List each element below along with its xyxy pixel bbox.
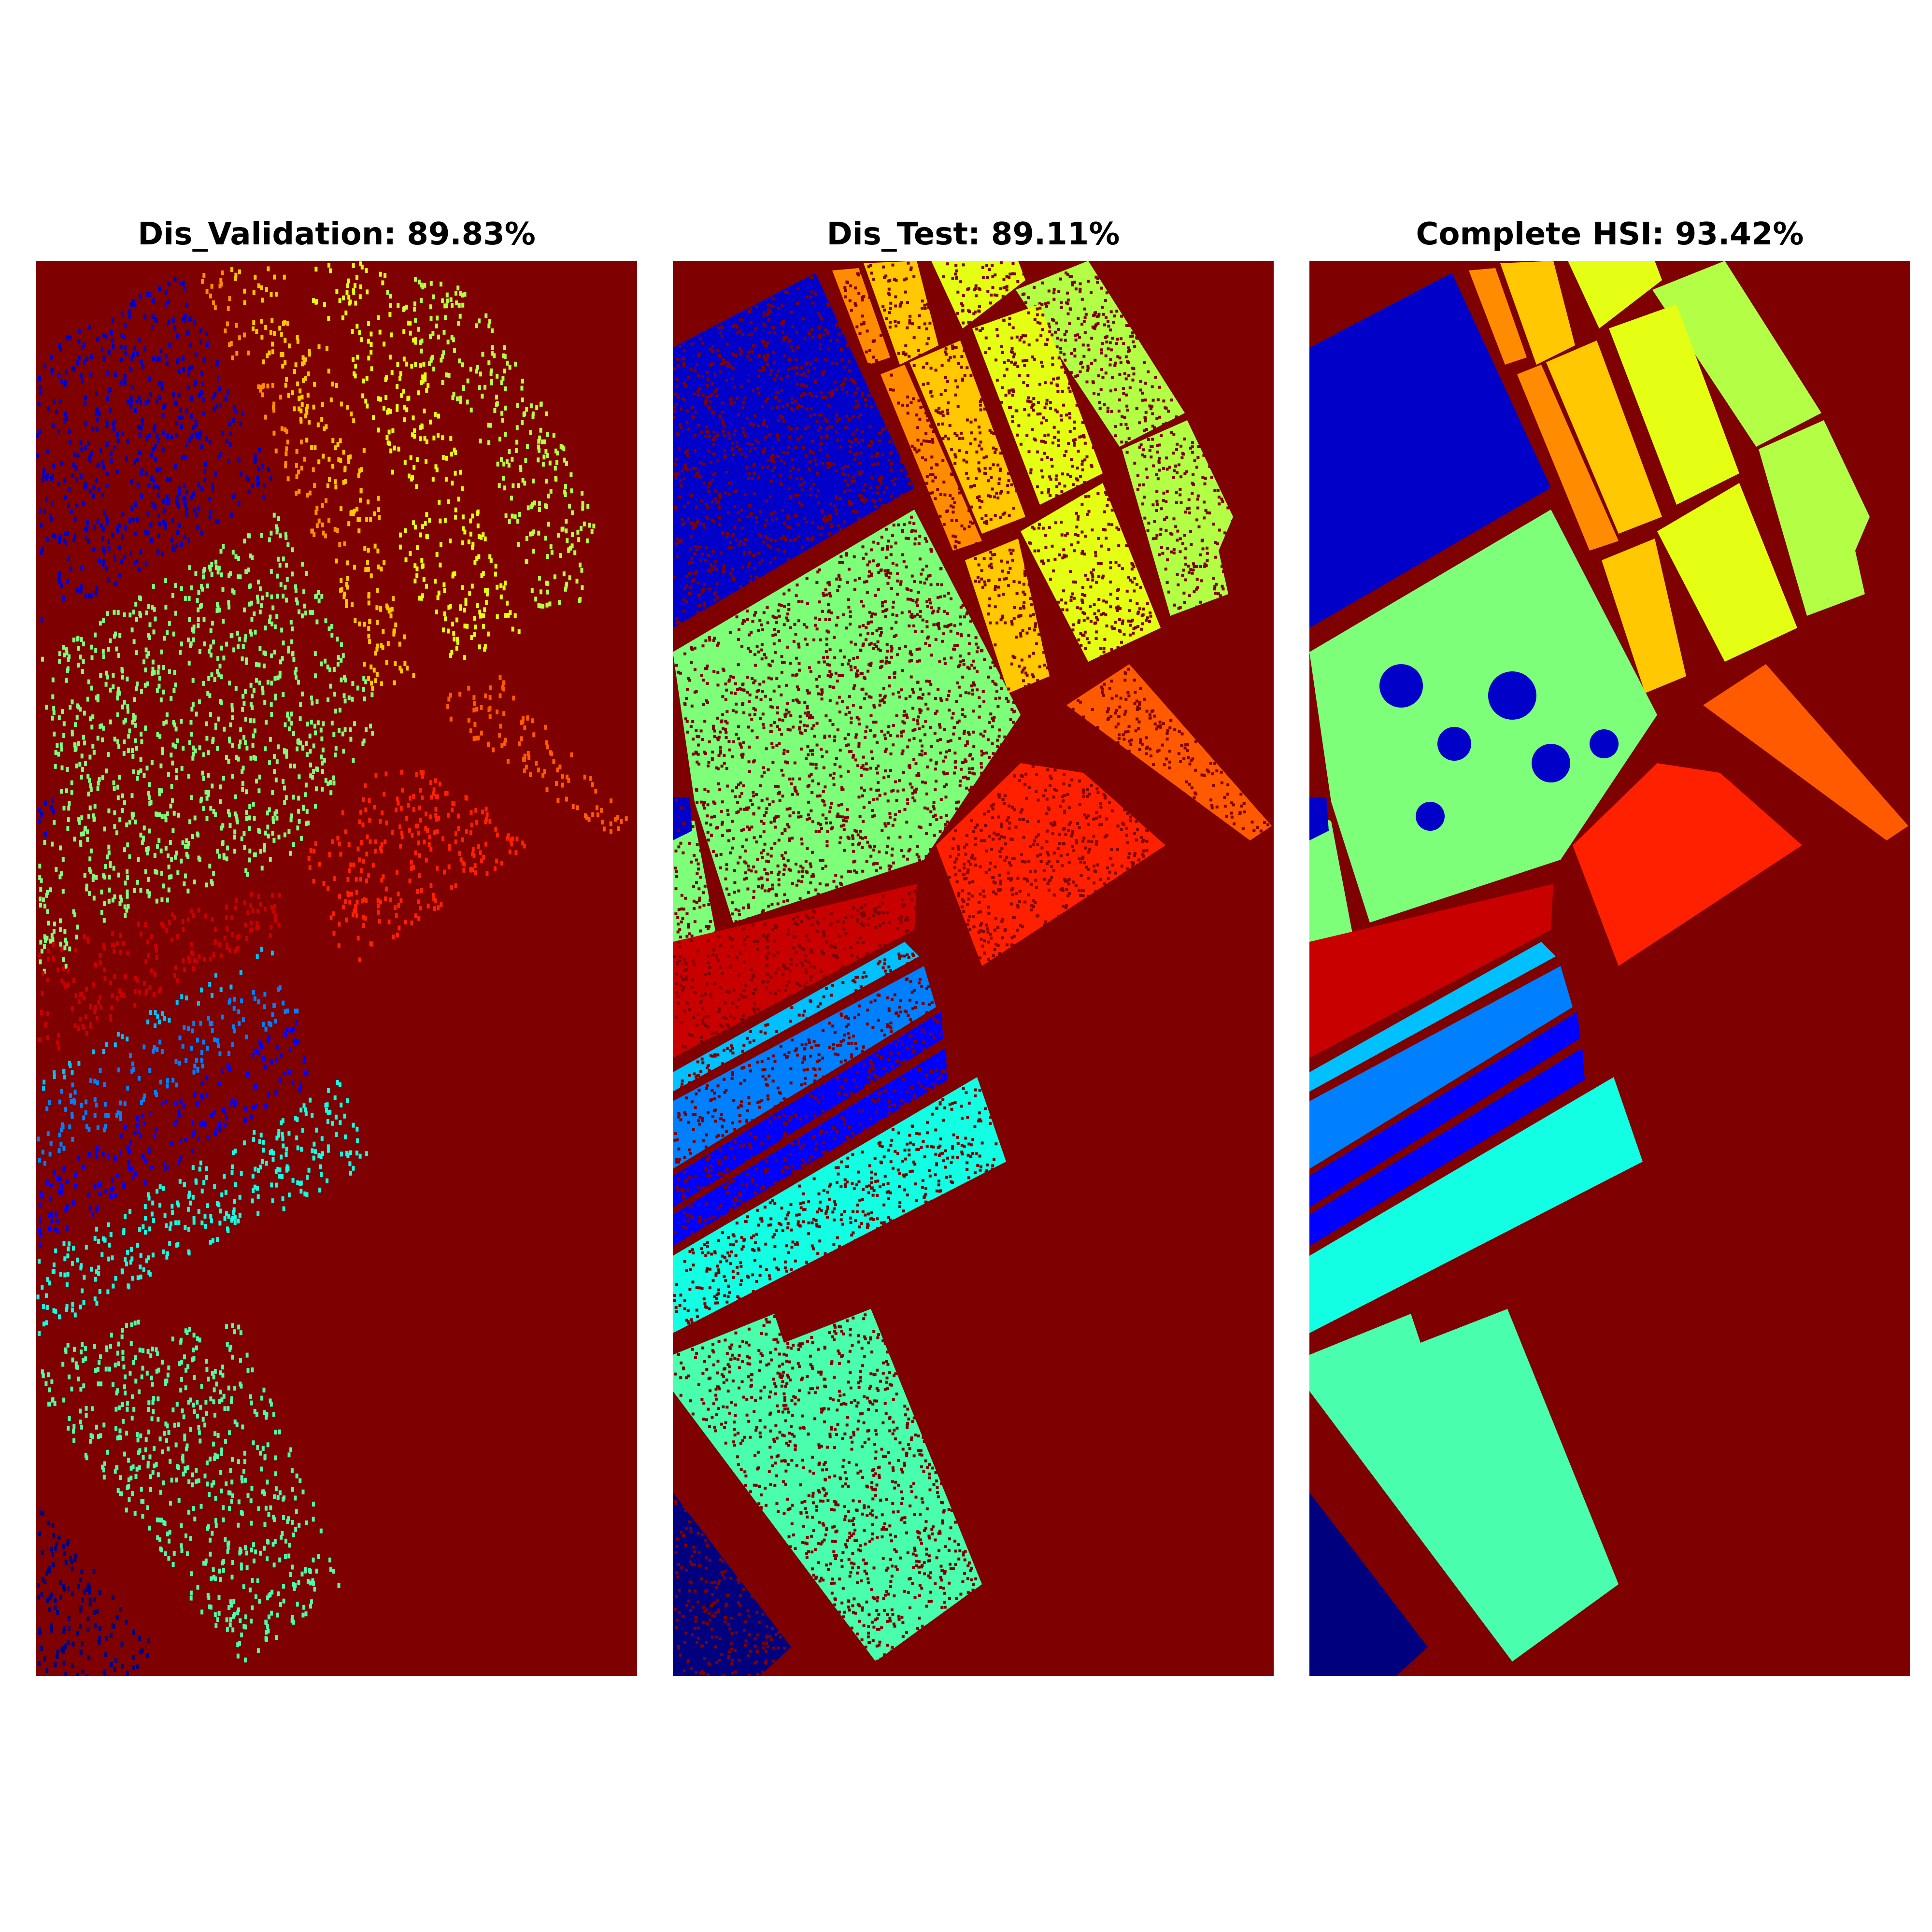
class-region-8 xyxy=(1517,365,1619,551)
class-region-16 xyxy=(673,884,917,1058)
panel-test: Dis_Test: 89.11% xyxy=(673,208,1274,1676)
sample-points-0 xyxy=(36,277,272,623)
sample-points-22 xyxy=(41,1320,341,1662)
class-region-9 xyxy=(909,341,1025,534)
class-region-2 xyxy=(673,811,721,971)
class-region-18 xyxy=(1309,966,1573,1169)
misclassified-blob-5 xyxy=(1590,729,1619,758)
speckle-noise-15 xyxy=(948,765,1149,964)
sample-points-23 xyxy=(37,1510,150,1676)
class-region-19 xyxy=(1309,1012,1580,1208)
speckle-noise-0 xyxy=(673,276,916,625)
class-region-19 xyxy=(673,1012,943,1208)
speckle-noise-1 xyxy=(675,515,1016,923)
class-region-23 xyxy=(1309,1492,1428,1676)
class-region-21 xyxy=(1309,1077,1643,1333)
speckle-noise-18 xyxy=(673,977,934,1164)
speckle-noise-12 xyxy=(974,548,1049,692)
class-region-5 xyxy=(1500,261,1575,365)
class-region-10 xyxy=(1609,304,1739,505)
misclassified-blob-3 xyxy=(1532,744,1570,782)
sample-points-1 xyxy=(41,512,374,923)
sample-points-8 xyxy=(257,383,346,547)
sample-points-15 xyxy=(307,769,526,963)
sample-points-13 xyxy=(398,486,521,660)
misclassified-blob-4 xyxy=(1416,802,1445,831)
speckle-noise-11 xyxy=(1125,431,1234,610)
class-region-13 xyxy=(1657,483,1797,662)
class-region-14 xyxy=(1703,664,1908,840)
class-region-16 xyxy=(1309,884,1553,1058)
class-region-7 xyxy=(1652,261,1821,447)
class-region-18 xyxy=(673,966,936,1169)
panel-validation: Dis_Validation: 89.83% xyxy=(36,208,637,1676)
sample-points-11 xyxy=(496,427,596,609)
class-region-20 xyxy=(673,1048,948,1246)
speckle-noise-4 xyxy=(843,271,882,366)
class-region-1 xyxy=(1309,510,1657,923)
sample-points-3 xyxy=(38,797,55,837)
class-region-11 xyxy=(1759,420,1870,616)
class-region-4 xyxy=(1469,268,1527,365)
speckle-noise-22 xyxy=(674,1313,978,1663)
class-region-0 xyxy=(673,273,914,628)
class-region-12 xyxy=(965,539,1050,693)
sample-points-5 xyxy=(230,266,299,365)
sample-points-18 xyxy=(37,985,299,1166)
class-region-9 xyxy=(1546,341,1662,534)
misclassified-blob-1 xyxy=(1437,727,1471,761)
class-region-17 xyxy=(1309,942,1556,1092)
class-region-2 xyxy=(1309,811,1358,971)
class-region-6 xyxy=(931,261,1025,328)
class-region-3 xyxy=(1309,797,1329,840)
speckle-noise-6 xyxy=(942,261,1025,325)
class-region-22 xyxy=(673,1309,982,1662)
sample-points-17 xyxy=(42,947,274,1091)
classification-map-test xyxy=(673,261,1274,1676)
speckle-noise-7 xyxy=(1021,271,1178,444)
class-region-23 xyxy=(673,1492,791,1676)
class-region-20 xyxy=(1309,1048,1585,1246)
panel-title-test: Dis_Test: 89.11% xyxy=(826,216,1120,252)
panel-title-validation: Dis_Validation: 89.83% xyxy=(138,216,536,252)
panel-complete: Complete HSI: 93.42% xyxy=(1309,208,1910,1676)
class-region-0 xyxy=(1309,273,1551,628)
class-region-12 xyxy=(1602,539,1686,693)
panel-title-complete: Complete HSI: 93.42% xyxy=(1416,216,1804,252)
speckle-noise-21 xyxy=(673,1087,998,1325)
speckle-noise-14 xyxy=(1071,668,1270,833)
misclassified-blob-0 xyxy=(1379,664,1423,708)
class-region-5 xyxy=(864,261,938,365)
class-region-15 xyxy=(936,763,1165,966)
class-region-6 xyxy=(1568,261,1662,328)
map-background xyxy=(36,261,637,1676)
misclassified-blob-2 xyxy=(1488,671,1536,720)
classification-map-complete xyxy=(1309,261,1910,1676)
class-region-10 xyxy=(972,304,1103,505)
class-region-22 xyxy=(1309,1309,1619,1662)
sample-points-2 xyxy=(38,820,79,974)
classification-map-validation xyxy=(36,261,637,1676)
class-region-15 xyxy=(1573,763,1802,966)
